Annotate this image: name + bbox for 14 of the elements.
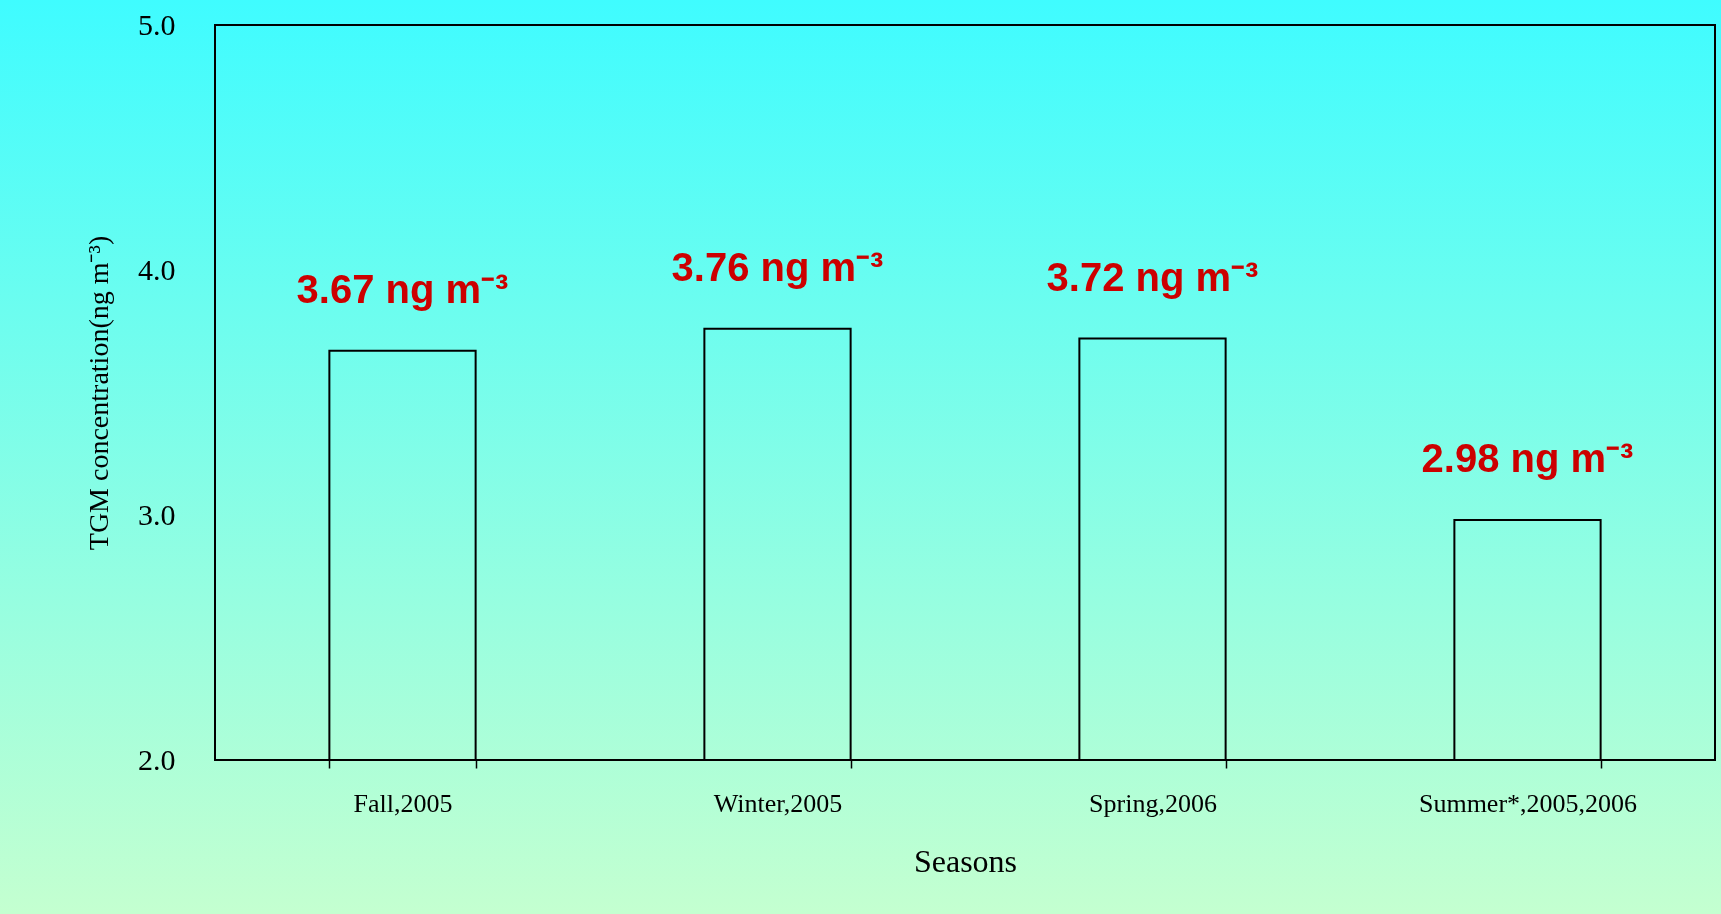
x-axis-title: Seasons bbox=[913, 842, 1018, 879]
data-label: 2.98 ng m⁻³ bbox=[1421, 435, 1634, 480]
data-label: 3.76 ng m⁻³ bbox=[671, 244, 884, 289]
x-tick-label: Fall,2005 bbox=[353, 788, 453, 818]
y-axis-title: TGM concentration(ng m⁻³) bbox=[83, 235, 114, 551]
y-tick-label: 4.0 bbox=[138, 252, 176, 286]
x-tick-label: Summer*,2005,2006 bbox=[1418, 788, 1638, 818]
x-tick-label: Spring,2006 bbox=[1089, 788, 1217, 818]
data-label: 3.72 ng m⁻³ bbox=[1046, 254, 1259, 299]
data-label: 3.67 ng m⁻³ bbox=[296, 266, 509, 311]
y-tick-label: 2.0 bbox=[138, 742, 176, 776]
y-tick-label: 5.0 bbox=[138, 7, 176, 41]
y-tick-label: 3.0 bbox=[138, 497, 176, 531]
x-tick-label: Winter,2005 bbox=[713, 788, 843, 818]
